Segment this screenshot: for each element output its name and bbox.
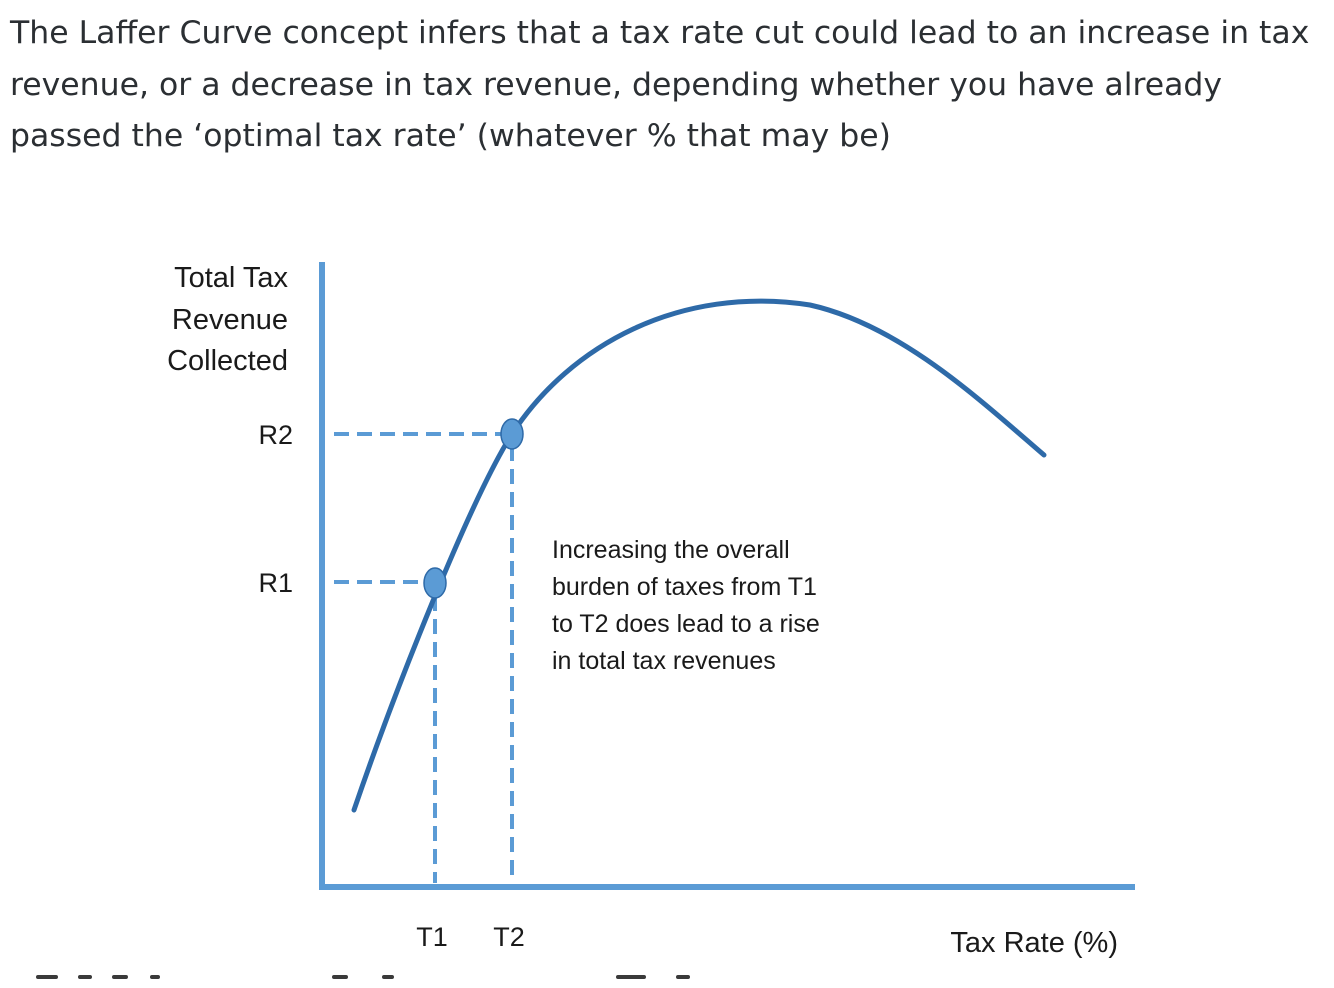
x-axis-label: Tax Rate (%): [950, 927, 1118, 959]
point-t1-r1: [423, 567, 447, 599]
y-tick-r2: R2: [258, 420, 293, 450]
annotation: Increasing the overall burden of taxes f…: [552, 536, 820, 675]
annotation-line-2: burden of taxes from T1: [552, 573, 817, 601]
y-axis-label-line-3: Collected: [167, 345, 288, 377]
y-axis-label: Total Tax Revenue Collected: [167, 262, 288, 377]
y-tick-r1: R1: [258, 568, 293, 598]
x-tick-t2: T2: [493, 922, 525, 952]
y-axis-label-line-2: Revenue: [172, 304, 288, 336]
annotation-line-3: to T2 does lead to a rise: [552, 610, 820, 638]
annotation-line-4: in total tax revenues: [552, 647, 776, 675]
y-axis-label-line-1: Total Tax: [174, 262, 288, 294]
intro-paragraph: The Laffer Curve concept infers that a t…: [10, 15, 1310, 154]
laffer-curve: [351, 298, 1047, 813]
x-tick-t1: T1: [416, 922, 448, 952]
clipped-next-line: [0, 975, 1334, 988]
point-t2-r2: [500, 418, 524, 450]
annotation-line-1: Increasing the overall: [552, 536, 790, 564]
